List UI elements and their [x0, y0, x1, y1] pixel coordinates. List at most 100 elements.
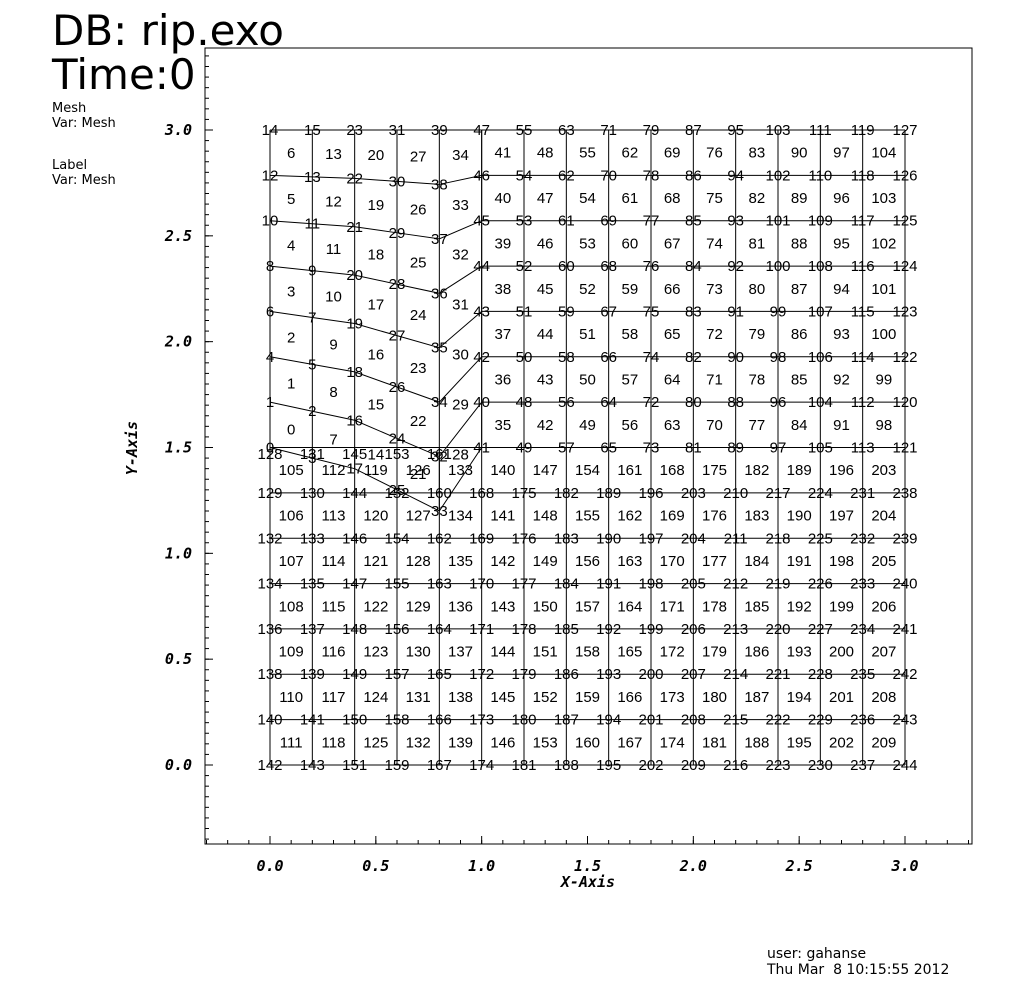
- cell-label: 159: [575, 689, 600, 706]
- cell-label: 8: [329, 384, 337, 401]
- cell-label: 110: [279, 689, 303, 706]
- node-label: 143: [300, 757, 325, 774]
- cell-label: 35: [494, 417, 511, 434]
- node-label: 203: [681, 485, 706, 502]
- cell-label: 203: [871, 462, 896, 479]
- cell-label: 58: [621, 326, 638, 343]
- cell-label: 81: [748, 235, 765, 252]
- node-label: 15: [304, 122, 321, 139]
- cell-label: 14: [367, 446, 384, 463]
- node-label: 13: [304, 169, 321, 186]
- node-label: 137: [300, 621, 325, 638]
- cell-label: 34: [452, 147, 469, 164]
- cell-label: 77: [748, 417, 765, 434]
- node-label: 112: [851, 394, 875, 411]
- node-label: 218: [765, 530, 790, 547]
- cell-label: 191: [787, 553, 812, 570]
- cell-label: 184: [744, 553, 769, 570]
- cell-label: 61: [621, 190, 638, 207]
- node-label: 141: [300, 712, 325, 729]
- cell-label: 135: [448, 553, 473, 570]
- node-label: 164: [427, 621, 452, 638]
- node-label: 223: [765, 757, 790, 774]
- node-label: 206: [681, 621, 706, 638]
- cell-label: 63: [664, 417, 681, 434]
- node-label: 85: [685, 213, 702, 230]
- node-label: 106: [808, 349, 833, 366]
- cell-label: 40: [494, 190, 511, 207]
- node-label: 114: [851, 349, 875, 366]
- cell-label: 188: [744, 734, 769, 751]
- node-label: 6: [266, 303, 274, 320]
- node-label: 93: [727, 213, 744, 230]
- node-label: 209: [681, 757, 706, 774]
- node-label: 219: [765, 576, 790, 593]
- cell-label: 13: [325, 146, 342, 163]
- node-label: 40: [473, 394, 490, 411]
- cell-label: 116: [322, 644, 346, 661]
- label-legend: Label Var: Mesh: [52, 158, 116, 188]
- mesh-legend-var: Var: Mesh: [52, 116, 116, 131]
- node-label: 157: [384, 666, 409, 683]
- node-label: 242: [892, 666, 917, 683]
- cell-label: 201: [829, 689, 854, 706]
- cell-label: 133: [448, 462, 473, 479]
- cell-label: 94: [833, 281, 850, 298]
- cell-label: 171: [660, 598, 685, 615]
- node-label: 156: [384, 621, 409, 638]
- node-label: 30: [389, 173, 406, 190]
- node-label: 43: [473, 303, 490, 320]
- node-label: 5: [308, 356, 316, 373]
- cell-label: 130: [406, 644, 431, 661]
- footer-user: user: gahanse: [767, 946, 867, 962]
- node-label: 109: [808, 213, 833, 230]
- node-label: 108: [808, 258, 833, 275]
- node-label: 21: [346, 219, 363, 236]
- cell-label: 69: [664, 145, 681, 162]
- cell-label: 95: [833, 235, 850, 252]
- node-label: 232: [850, 530, 875, 547]
- cell-label: 76: [706, 145, 723, 162]
- cell-label: 72: [706, 326, 723, 343]
- node-label: 50: [516, 349, 533, 366]
- node-label: 81: [685, 440, 702, 457]
- node-label: 68: [600, 258, 617, 275]
- cell-label: 22: [410, 413, 427, 430]
- cell-label: 194: [787, 689, 812, 706]
- cell-label: 119: [364, 462, 388, 479]
- cell-label: 87: [791, 281, 808, 298]
- node-label: 198: [638, 576, 663, 593]
- node-label: 120: [892, 394, 917, 411]
- cell-label: 45: [537, 281, 554, 298]
- node-label: 144: [342, 485, 367, 502]
- cell-label: 66: [664, 281, 681, 298]
- cell-label: 85: [791, 371, 808, 388]
- node-label: 62: [558, 167, 575, 184]
- node-label: 145: [342, 446, 367, 463]
- node-label: 142: [257, 757, 282, 774]
- cell-label: 197: [829, 508, 854, 525]
- node-label: 193: [596, 666, 621, 683]
- node-label: 154: [384, 530, 409, 547]
- cell-label: 23: [410, 360, 427, 377]
- cell-label: 32: [452, 247, 469, 264]
- cell-label: 89: [791, 190, 808, 207]
- cell-label: 0: [287, 422, 295, 439]
- cell-label: 21: [410, 466, 427, 483]
- cell-label: 19: [367, 197, 384, 214]
- node-label: 205: [681, 576, 706, 593]
- node-label: 228: [808, 666, 833, 683]
- cell-label: 47: [537, 190, 554, 207]
- cell-label: 55: [579, 145, 596, 162]
- node-label: 119: [851, 122, 875, 139]
- node-label: 197: [638, 530, 663, 547]
- node-label: 55: [516, 122, 533, 139]
- cell-label: 105: [279, 462, 304, 479]
- cell-label: 122: [363, 598, 388, 615]
- node-label: 221: [765, 666, 790, 683]
- cell-label: 25: [410, 254, 427, 271]
- node-label: 31: [389, 122, 406, 139]
- node-label: 47: [473, 122, 490, 139]
- node-label: 185: [554, 621, 579, 638]
- x-tick-label: 2.0: [679, 857, 707, 875]
